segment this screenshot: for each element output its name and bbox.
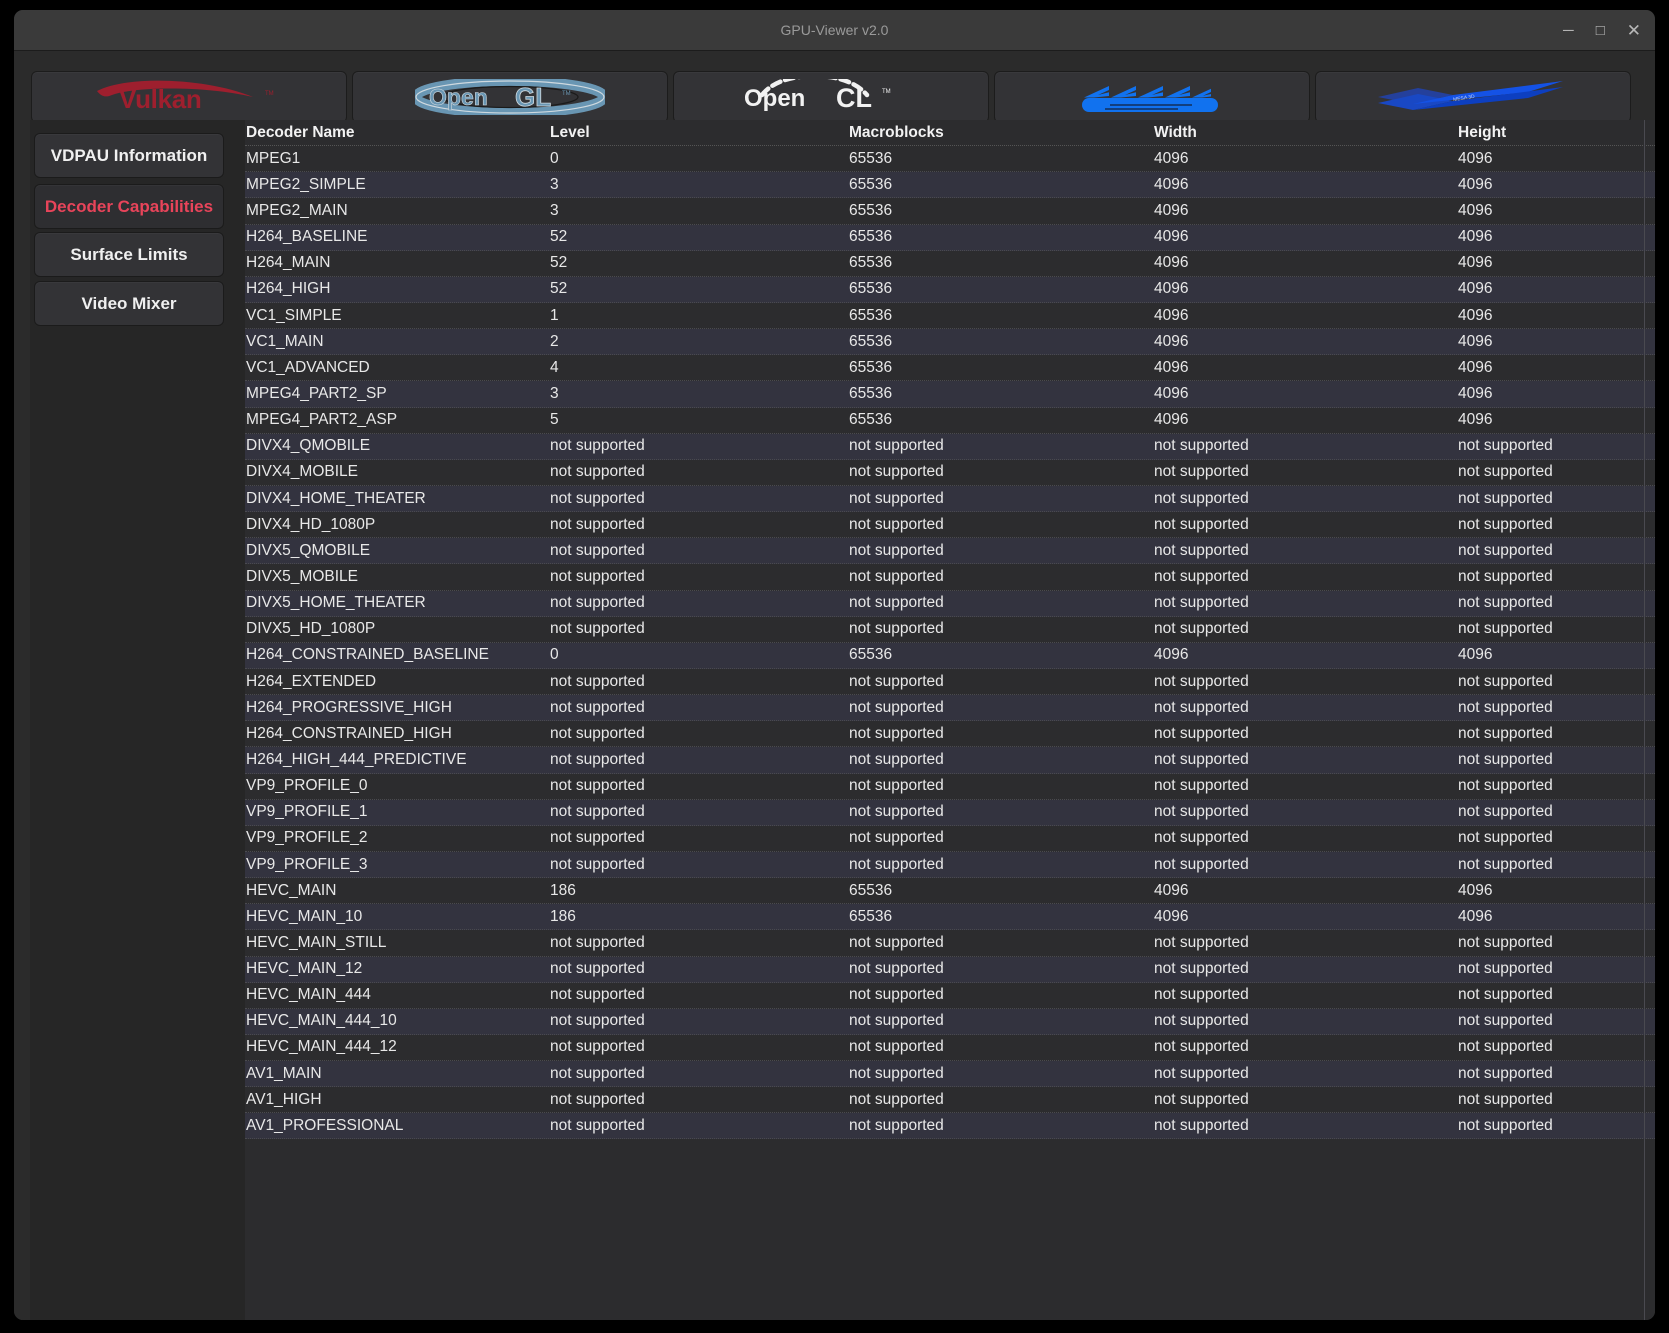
- svg-text:TM: TM: [562, 91, 571, 97]
- svg-text:TM: TM: [265, 91, 274, 97]
- svg-text:CL: CL: [836, 83, 872, 113]
- svg-text:GL: GL: [515, 82, 551, 112]
- svg-text:Open: Open: [744, 85, 805, 112]
- svg-text:Open: Open: [429, 84, 488, 110]
- svg-text:Vulkan: Vulkan: [119, 84, 201, 114]
- svg-text:TM: TM: [882, 89, 891, 95]
